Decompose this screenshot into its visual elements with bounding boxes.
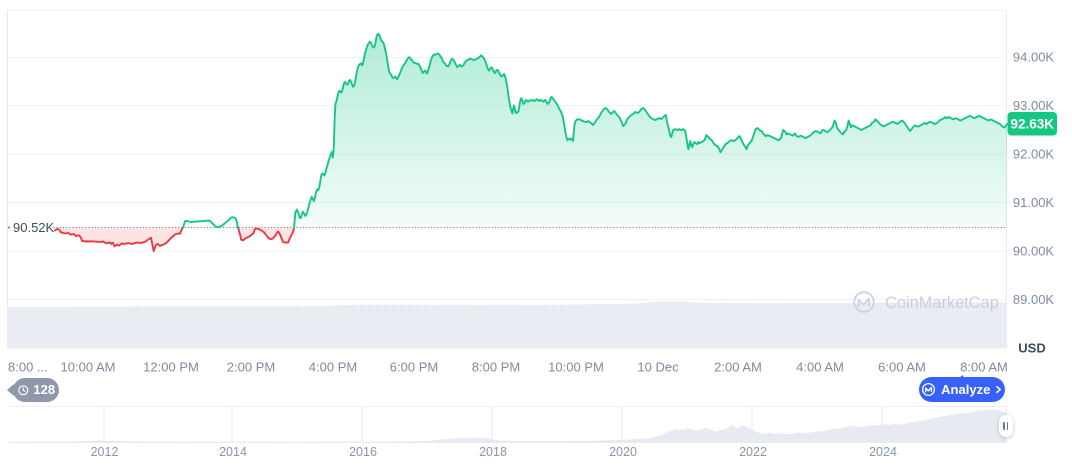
svg-text:12:00 PM: 12:00 PM <box>143 360 199 375</box>
svg-text:2022: 2022 <box>739 445 767 459</box>
svg-text:2:00 PM: 2:00 PM <box>227 360 275 375</box>
svg-text:2:00 AM: 2:00 AM <box>714 360 762 375</box>
svg-text:2020: 2020 <box>609 445 637 459</box>
svg-text:91.00K: 91.00K <box>1013 195 1055 210</box>
svg-text:8:00 PM: 8:00 PM <box>472 360 520 375</box>
svg-text:10:00 PM: 10:00 PM <box>548 360 604 375</box>
svg-text:92.00K: 92.00K <box>1013 147 1055 162</box>
svg-text:93.00K: 93.00K <box>1013 98 1055 113</box>
svg-text:89.00K: 89.00K <box>1013 292 1055 307</box>
svg-text:2024: 2024 <box>869 445 897 459</box>
svg-text:10:00 AM: 10:00 AM <box>61 360 116 375</box>
svg-text:10 Dec: 10 Dec <box>637 360 679 375</box>
svg-text:2018: 2018 <box>479 445 507 459</box>
svg-text:6:00 PM: 6:00 PM <box>390 360 438 375</box>
svg-text:2012: 2012 <box>91 445 119 459</box>
svg-text:8:00 ...: 8:00 ... <box>8 360 48 375</box>
svg-text:92.63K: 92.63K <box>1011 117 1055 132</box>
svg-text:6:00 AM: 6:00 AM <box>878 360 926 375</box>
svg-text:4:00 AM: 4:00 AM <box>796 360 844 375</box>
svg-text:2016: 2016 <box>349 445 377 459</box>
svg-text:4:00 PM: 4:00 PM <box>309 360 357 375</box>
svg-text:94.00K: 94.00K <box>1013 50 1055 65</box>
svg-text:USD: USD <box>1018 341 1045 356</box>
svg-text:8:00 AM: 8:00 AM <box>960 360 1008 375</box>
svg-text:90.00K: 90.00K <box>1013 244 1055 259</box>
svg-text:90.52K: 90.52K <box>13 220 55 235</box>
svg-text:2014: 2014 <box>219 445 247 459</box>
svg-text:CoinMarketCap: CoinMarketCap <box>885 294 999 312</box>
